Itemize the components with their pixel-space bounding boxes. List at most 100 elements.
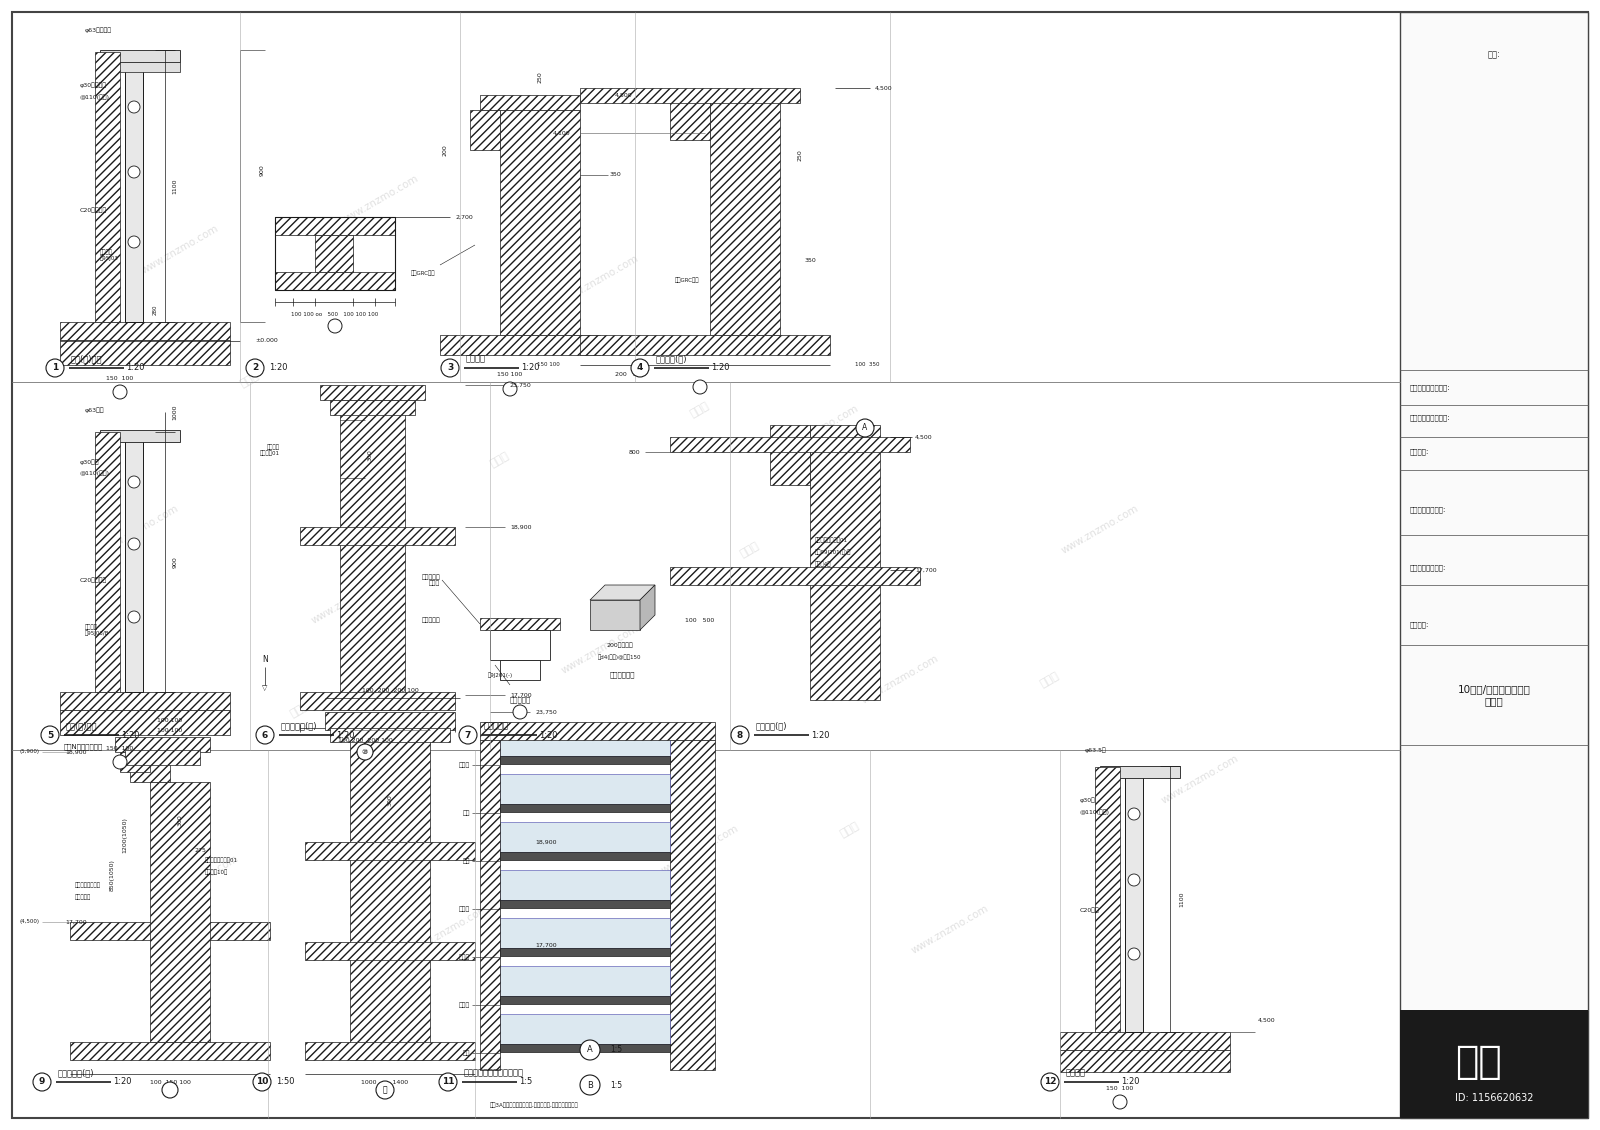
Bar [670,740,715,1070]
Text: 知来网: 知来网 [490,451,510,469]
Text: 女儿墙大样(二): 女儿墙大样(二) [58,1068,94,1077]
Circle shape [1042,1074,1059,1090]
Text: 4,500: 4,500 [1258,1017,1275,1023]
Text: φ63.5管: φ63.5管 [1085,747,1107,753]
Text: www.znzmo.com: www.znzmo.com [410,904,490,956]
Bar [70,922,270,940]
Circle shape [357,744,373,760]
Text: 预制GRC线脚: 预制GRC线脚 [411,270,435,276]
Text: 线脚大样: 线脚大样 [466,354,486,363]
Bar [130,751,170,782]
Circle shape [459,725,477,744]
Text: 水泥砂浆抹
涂面层: 水泥砂浆抹 涂面层 [421,574,440,586]
Text: 彩铝板: 彩铝板 [459,1002,470,1008]
Text: 200号混凝土: 200号混凝土 [606,642,634,647]
Circle shape [328,319,342,333]
Text: 知来网: 知来网 [690,401,710,419]
Text: 水篦子轴侧图: 水篦子轴侧图 [610,671,635,678]
Bar [499,852,670,860]
Bar [99,62,179,72]
Bar [499,110,579,334]
Text: 100   500: 100 500 [685,617,715,623]
Bar [1400,12,1587,1118]
Circle shape [114,385,126,399]
Text: 彩铝板: 彩铝板 [459,906,470,912]
Text: www.znzmo.com: www.znzmo.com [339,174,421,226]
Text: 11: 11 [442,1078,454,1087]
Circle shape [253,1074,270,1090]
Text: 1:20: 1:20 [122,730,139,739]
Text: 12: 12 [1043,1078,1056,1087]
Bar [70,1042,270,1060]
Text: 350: 350 [610,173,622,177]
Text: 参9J201(-): 参9J201(-) [488,672,512,678]
Bar [306,1042,475,1060]
Text: 护栏(一)大样: 护栏(一)大样 [70,354,102,363]
Bar [1059,1032,1230,1050]
Polygon shape [590,585,654,600]
Text: 800: 800 [629,450,640,454]
Text: 知来网: 知来网 [238,371,261,390]
Text: 23,750: 23,750 [510,382,531,388]
Bar [99,431,179,442]
Text: 知来网: 知来网 [838,820,861,840]
Bar [315,235,354,272]
Bar [499,1044,670,1052]
Text: www.znzmo.com: www.znzmo.com [779,403,861,457]
Text: φ30不锈钢管: φ30不锈钢管 [80,82,107,88]
Bar [339,400,405,710]
Text: 900: 900 [173,556,178,568]
Text: 17,700: 17,700 [534,942,557,947]
Text: 17,700: 17,700 [66,920,86,924]
Text: 18,900: 18,900 [510,524,531,530]
Text: @110(冲孔): @110(冲孔) [80,94,110,99]
Bar [150,782,210,1042]
Text: 18,900: 18,900 [66,749,86,755]
Text: 100  350: 100 350 [854,363,880,367]
Circle shape [1128,948,1139,960]
Text: 水篦子大样: 水篦子大样 [509,697,531,703]
Bar [499,918,670,948]
Text: 知来网: 知来网 [1038,671,1061,689]
Bar [499,822,670,852]
Circle shape [128,476,141,488]
Bar [1059,1050,1230,1072]
Bar [579,88,800,103]
Text: 150  100: 150 100 [106,375,134,381]
Text: 150 100: 150 100 [498,373,523,377]
Text: www.znzmo.com: www.znzmo.com [910,904,990,956]
Bar [330,728,450,742]
Text: 23,750: 23,750 [534,710,557,714]
Text: 护栏(二)大样: 护栏(二)大样 [66,721,98,730]
Bar [120,751,150,772]
Text: 100 100 oo   500   100 100 100: 100 100 oo 500 100 100 100 [291,312,379,316]
Text: www.znzmo.com: www.znzmo.com [1160,754,1240,806]
Bar [301,692,454,710]
Text: φ30管: φ30管 [1080,797,1096,802]
Bar [115,737,210,751]
Text: 10: 10 [256,1078,269,1087]
Text: 4,500: 4,500 [915,435,933,440]
Bar [125,52,142,322]
Text: 图纸名称:: 图纸名称: [1410,449,1429,455]
Text: ⑪: ⑪ [382,1086,387,1095]
Circle shape [438,1074,458,1090]
Circle shape [630,359,650,377]
Bar [325,712,454,730]
Circle shape [34,1074,51,1090]
Circle shape [162,1083,178,1098]
Text: 200: 200 [443,145,448,156]
Text: 4,500: 4,500 [614,93,632,97]
Text: 玻璃: 玻璃 [462,1050,470,1055]
Text: 莫石漆面层: 莫石漆面层 [75,894,91,899]
Circle shape [502,382,517,395]
Text: 注：3A图位点基准施工大样,看施工图时,需参看施工设计书: 注：3A图位点基准施工大样,看施工图时,需参看施工设计书 [490,1102,579,1107]
Circle shape [442,359,459,377]
Text: 18,900: 18,900 [534,840,557,844]
Text: 100 100: 100 100 [157,718,182,722]
Text: 知来: 知来 [1454,1043,1502,1081]
Text: 复合铜盆参考建筑01: 复合铜盆参考建筑01 [205,858,238,863]
Text: 1:5: 1:5 [518,1078,533,1087]
Text: 1:20: 1:20 [710,364,730,373]
Circle shape [1128,808,1139,820]
